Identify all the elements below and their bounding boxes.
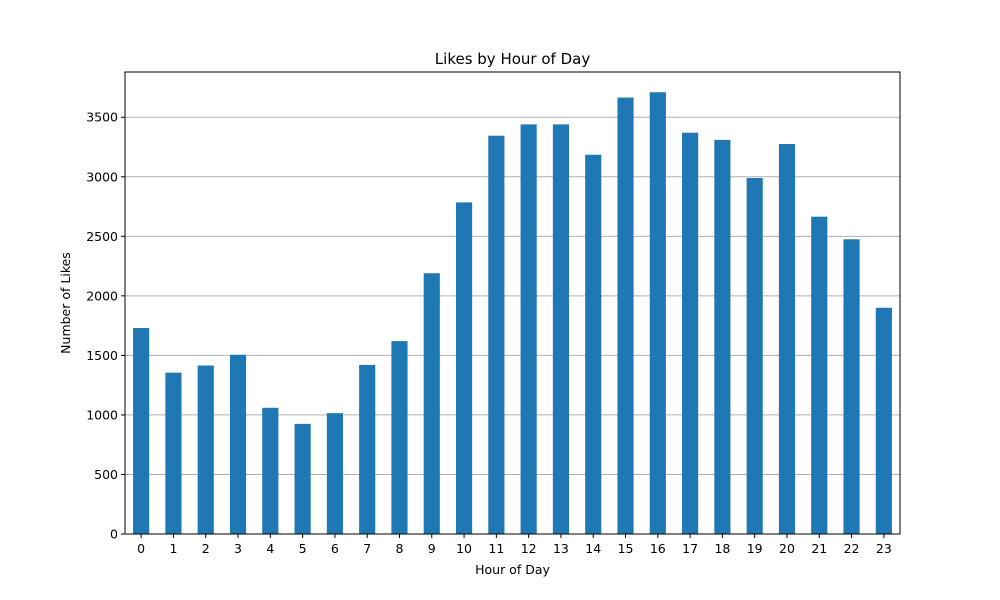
y-axis-label: Number of Likes <box>58 252 73 354</box>
bar <box>423 273 440 534</box>
x-tick-label: 12 <box>521 541 537 556</box>
bar <box>746 177 763 534</box>
bar <box>778 144 796 534</box>
y-tick-label: 500 <box>94 467 118 482</box>
bar <box>875 307 892 534</box>
x-tick-label: 9 <box>428 541 436 556</box>
x-tick-label: 20 <box>779 541 795 556</box>
bar <box>682 132 699 534</box>
bar <box>520 124 537 534</box>
x-axis-label: Hour of Day <box>475 562 550 577</box>
x-axis-ticks: 0 1 2 3 4 5 6 7 8 9 10 11 12 13 14 15 16 17 18 19 20 21 22 23 <box>137 534 892 556</box>
x-tick-label: 14 <box>585 541 601 556</box>
x-tick-label: 5 <box>299 541 307 556</box>
bar <box>197 365 214 534</box>
x-tick-label: 10 <box>456 541 472 556</box>
y-tick-label: 3000 <box>86 169 118 184</box>
x-tick-label: 19 <box>747 541 763 556</box>
x-tick-label: 0 <box>137 541 145 556</box>
bar <box>359 364 376 534</box>
plot-frame <box>124 71 901 535</box>
bar <box>811 216 828 535</box>
bar <box>552 124 570 534</box>
bar <box>488 135 505 534</box>
x-tick-label: 3 <box>234 541 242 556</box>
y-grid <box>125 116 900 475</box>
bar <box>262 407 279 534</box>
bar <box>649 92 666 534</box>
x-tick-label: 8 <box>396 541 404 556</box>
chart-title: Likes by Hour of Day <box>435 50 591 68</box>
bar <box>326 413 343 534</box>
y-tick-label: 0 <box>110 527 118 542</box>
y-tick-label: 1000 <box>86 407 118 422</box>
bar <box>294 423 311 534</box>
x-tick-label: 1 <box>169 541 177 556</box>
bar <box>714 139 731 534</box>
x-tick-label: 11 <box>488 541 504 556</box>
bar <box>165 372 182 534</box>
bar <box>133 328 150 534</box>
bar <box>585 154 602 534</box>
y-tick-label: 2000 <box>86 288 118 303</box>
x-tick-label: 6 <box>331 541 339 556</box>
y-axis-ticks: 0 500 1000 1500 2000 2500 3000 3500 <box>86 110 125 542</box>
x-tick-label: 21 <box>811 541 827 556</box>
x-tick-label: 17 <box>682 541 698 556</box>
x-tick-label: 16 <box>650 541 666 556</box>
x-tick-label: 13 <box>553 541 569 556</box>
y-tick-label: 2500 <box>86 229 118 244</box>
x-tick-label: 7 <box>363 541 371 556</box>
bar <box>617 97 634 534</box>
x-tick-label: 4 <box>266 541 274 556</box>
x-tick-label: 18 <box>714 541 730 556</box>
bars <box>133 92 892 535</box>
x-tick-label: 2 <box>202 541 210 556</box>
x-tick-label: 15 <box>618 541 634 556</box>
bar <box>455 202 473 534</box>
y-tick-label: 1500 <box>86 348 118 363</box>
x-tick-label: 23 <box>876 541 892 556</box>
y-tick-label: 3500 <box>86 110 118 125</box>
bar <box>391 341 408 534</box>
x-tick-label: 22 <box>844 541 860 556</box>
bar <box>229 354 247 534</box>
bar <box>843 239 860 534</box>
